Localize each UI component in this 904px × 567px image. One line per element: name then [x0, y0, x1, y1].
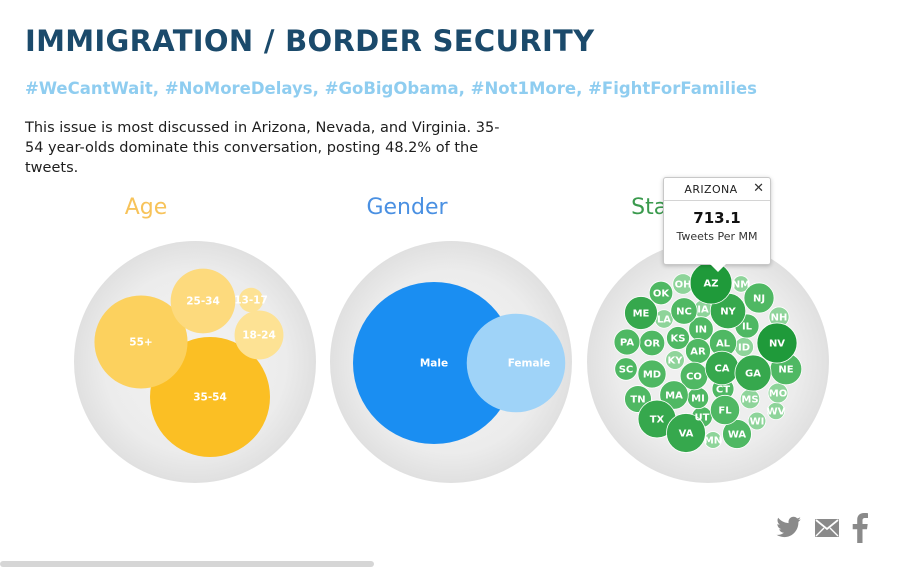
state-label-wa: WA [728, 430, 747, 441]
tooltip-value: 713.1 [693, 209, 741, 227]
state-label-pa: PA [620, 338, 634, 349]
state-label-in: IN [695, 325, 707, 336]
state-label-or: OR [644, 339, 661, 350]
gender-chart-title: Gender [366, 195, 448, 220]
age-chart-title: Age [124, 195, 168, 220]
tooltip-divider [664, 200, 770, 201]
state-label-al: AL [716, 339, 731, 350]
state-label-id: ID [738, 343, 750, 354]
state-label-ca: CA [714, 364, 729, 375]
state-label-il: IL [742, 322, 753, 333]
state-label-ms: MS [741, 395, 758, 406]
state-bubble-fl [709, 394, 741, 426]
age-bubble-18-24 [234, 310, 284, 360]
tooltip-unit: Tweets Per MM [676, 230, 758, 243]
state-label-co: CO [686, 372, 702, 383]
state-bubble-ks [666, 326, 690, 350]
state-label-ma: MA [665, 391, 683, 402]
twitter-icon[interactable] [776, 515, 802, 539]
age-label-18-24: 18-24 [242, 330, 276, 342]
state-bubble-sc [614, 357, 638, 381]
state-label-mn: MN [704, 436, 722, 447]
state-label-sc: SC [619, 365, 634, 376]
state-label-ne: NE [778, 365, 793, 376]
state-label-ny: NY [720, 307, 736, 318]
tooltip-state-name: ARIZONA [684, 183, 738, 196]
state-label-wv: WV [767, 407, 786, 418]
state-label-nh: NH [771, 313, 788, 324]
state-label-tx: TX [650, 415, 665, 426]
state-bubble-ok [648, 280, 674, 306]
gender-label-male: Male [420, 358, 448, 370]
state-label-ia: IA [697, 305, 709, 316]
state-label-ks: KS [671, 334, 686, 345]
description: This issue is most discussed in Arizona,… [25, 120, 500, 176]
state-label-ky: KY [668, 356, 684, 367]
gender-bubble-male [353, 282, 515, 444]
state-label-me: ME [633, 309, 650, 320]
state-label-oh: OH [675, 280, 692, 291]
horizontal-scrollbar[interactable] [0, 561, 374, 567]
state-bubble-ky [665, 350, 685, 370]
state-bubble-ga [734, 354, 772, 392]
state-label-ga: GA [745, 369, 761, 380]
state-label-az: AZ [704, 279, 719, 290]
state-label-wi: WI [750, 417, 765, 428]
state-label-nm: NM [732, 280, 750, 291]
state-bubble-nm [732, 275, 750, 293]
state-bubble-wi [747, 411, 767, 431]
state-bubble-nc [670, 297, 698, 325]
state-label-nc: NC [676, 307, 692, 318]
age-bubble-25-34 [170, 268, 236, 334]
age-bubble-55+ [94, 295, 188, 389]
state-label-ct: CT [716, 385, 730, 396]
gender-label-female: Female [508, 358, 551, 370]
state-bubble-md [637, 359, 667, 389]
state-bubble-wa [722, 419, 752, 449]
state-label-ar: AR [690, 347, 706, 358]
close-icon[interactable]: ✕ [753, 181, 764, 196]
email-icon[interactable] [814, 518, 840, 538]
state-bubble-mo [767, 382, 789, 404]
state-tooltip: ARIZONA ✕ 713.1 Tweets Per MM [663, 177, 771, 272]
state-label-mo: MO [769, 389, 787, 400]
age-label-13-17: 13-17 [234, 295, 268, 307]
state-bubble-nj [743, 282, 775, 314]
facebook-icon[interactable] [852, 513, 868, 543]
state-bubble-ma [659, 380, 689, 410]
hashtags: #WeCantWait, #NoMoreDelays, #GoBigObama,… [25, 79, 757, 98]
state-label-nj: NJ [753, 294, 765, 305]
state-label-fl: FL [718, 406, 732, 417]
state-bubble-nv [756, 322, 798, 364]
state-label-tn: TN [630, 395, 645, 406]
state-label-ut: UT [695, 413, 710, 424]
age-label-25-34: 25-34 [186, 296, 220, 308]
state-label-la: LA [657, 315, 671, 326]
state-label-va: VA [679, 429, 694, 440]
state-label-ok: OK [653, 289, 671, 300]
state-label-mi: MI [691, 394, 705, 405]
state-bubble-me [624, 296, 658, 330]
state-label-nv: NV [769, 339, 785, 350]
state-label-md: MD [643, 370, 661, 381]
state-bubble-pa [613, 328, 641, 356]
age-label-55+: 55+ [129, 337, 152, 349]
gender-bubble-female [466, 313, 566, 413]
state-bubble-va [666, 413, 706, 453]
age-label-35-54: 35-54 [193, 392, 227, 404]
age-bubble-13-17 [238, 287, 264, 313]
page-title: IMMIGRATION / BORDER SECURITY [25, 24, 595, 58]
